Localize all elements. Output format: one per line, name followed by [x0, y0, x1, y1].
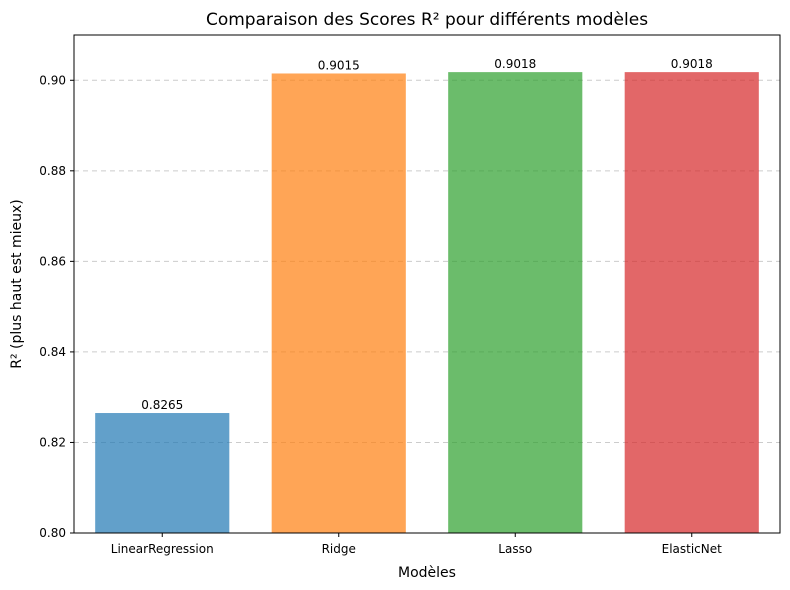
- bar-value-label: 0.9018: [671, 57, 713, 71]
- y-axis-ticks: 0.80 0.82 0.84 0.86 0.88 0.90: [39, 73, 74, 540]
- x-axis-ticks: LinearRegression Ridge Lasso ElasticNet: [111, 533, 722, 556]
- x-tick-label: Ridge: [322, 542, 356, 556]
- bar-value-label: 0.8265: [141, 398, 183, 412]
- bar-elasticnet: [624, 72, 759, 534]
- y-tick-label: 0.80: [39, 526, 66, 540]
- bars: [95, 72, 759, 534]
- x-tick-label: Lasso: [498, 542, 532, 556]
- y-tick-label: 0.88: [39, 164, 66, 178]
- bar-lasso: [448, 72, 583, 534]
- bar-value-label: 0.9018: [494, 57, 536, 71]
- y-tick-label: 0.90: [39, 73, 66, 87]
- plot-frame: [73, 34, 781, 534]
- y-tick-label: 0.82: [39, 435, 66, 449]
- y-tick-label: 0.84: [39, 345, 66, 359]
- bar-ridge: [271, 73, 406, 534]
- bar-linearregression: [95, 413, 230, 533]
- y-tick-label: 0.86: [39, 254, 66, 268]
- x-tick-label: ElasticNet: [662, 542, 723, 556]
- y-axis-label: R² (plus haut est mieux): [9, 199, 25, 369]
- bar-value-labels: 0.8265 0.9015 0.9018 0.9018: [141, 57, 713, 412]
- x-tick-label: LinearRegression: [111, 542, 214, 556]
- bar-value-label: 0.9015: [318, 58, 360, 72]
- x-axis-label: Modèles: [398, 565, 456, 581]
- chart-title: Comparaison des Scores R² pour différent…: [206, 10, 648, 30]
